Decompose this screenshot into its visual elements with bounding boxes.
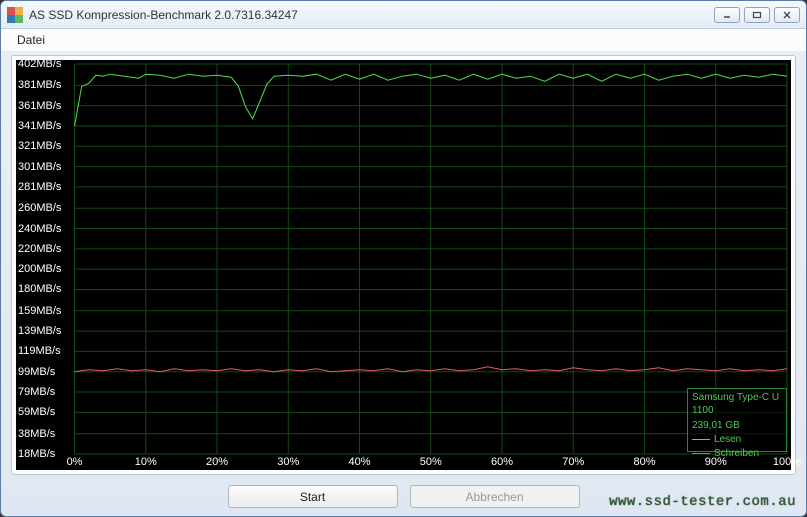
- chart-frame: 402MB/s 381MB/s 361MB/s 341MB/s 321MB/s 301MB…: [11, 55, 796, 475]
- window-title: AS SSD Kompression-Benchmark 2.0.7316.34…: [29, 8, 714, 22]
- y-tick-label: 119MB/s: [18, 345, 61, 357]
- legend-write-line: [692, 453, 710, 454]
- titlebar[interactable]: AS SSD Kompression-Benchmark 2.0.7316.34…: [1, 1, 806, 29]
- minimize-icon: [722, 11, 732, 19]
- y-tick-label: 321MB/s: [18, 140, 61, 152]
- y-tick-label: 281MB/s: [18, 181, 61, 193]
- menubar: Datei: [1, 29, 806, 51]
- y-tick-label: 301MB/s: [18, 161, 61, 173]
- legend-read-line: [692, 439, 710, 440]
- legend-write-label: Schreiben: [714, 447, 759, 460]
- y-tick-label: 240MB/s: [18, 223, 61, 235]
- x-tick-label: 60%: [491, 456, 513, 468]
- x-tick-label: 50%: [420, 456, 442, 468]
- legend: Samsung Type-C U 1100 239,01 GB Lesen Sc…: [687, 388, 787, 452]
- legend-capacity: 239,01 GB: [692, 419, 782, 432]
- cancel-button: Abbrechen: [410, 485, 580, 508]
- y-tick-label: 200MB/s: [18, 263, 61, 275]
- app-icon: [7, 7, 23, 23]
- y-tick-label: 260MB/s: [18, 202, 61, 214]
- window-controls: [714, 7, 800, 23]
- y-tick-label: 361MB/s: [18, 100, 61, 112]
- close-button[interactable]: [774, 7, 800, 23]
- y-tick-label: 381MB/s: [18, 79, 61, 91]
- legend-device: Samsung Type-C U: [692, 391, 782, 404]
- chart-area: 402MB/s 381MB/s 361MB/s 341MB/s 321MB/s 301MB…: [16, 60, 791, 470]
- legend-device2: 1100: [692, 404, 782, 417]
- maximize-button[interactable]: [744, 7, 770, 23]
- x-tick-label: 80%: [633, 456, 655, 468]
- x-tick-label: 10%: [135, 456, 157, 468]
- y-tick-label: 159MB/s: [18, 305, 61, 317]
- chart-svg: [16, 60, 791, 470]
- y-tick-label: 18MB/s: [18, 448, 55, 460]
- close-icon: [782, 11, 792, 19]
- y-tick-label: 220MB/s: [18, 243, 61, 255]
- minimize-button[interactable]: [714, 7, 740, 23]
- x-tick-label: 70%: [562, 456, 584, 468]
- y-tick-label: 180MB/s: [18, 283, 61, 295]
- start-button[interactable]: Start: [228, 485, 398, 508]
- maximize-icon: [752, 11, 762, 19]
- x-tick-label: 40%: [348, 456, 370, 468]
- y-tick-label: 402MB/s: [18, 58, 61, 70]
- y-tick-label: 38MB/s: [18, 428, 55, 440]
- y-tick-label: 59MB/s: [18, 406, 55, 418]
- menu-datei[interactable]: Datei: [9, 31, 53, 49]
- legend-write: Schreiben: [692, 447, 782, 460]
- app-window: AS SSD Kompression-Benchmark 2.0.7316.34…: [0, 0, 807, 517]
- y-tick-label: 99MB/s: [18, 366, 55, 378]
- x-tick-label: 20%: [206, 456, 228, 468]
- legend-read: Lesen: [692, 433, 782, 446]
- legend-read-label: Lesen: [714, 433, 741, 446]
- x-tick-label: 30%: [277, 456, 299, 468]
- y-tick-label: 341MB/s: [18, 120, 61, 132]
- y-tick-label: 139MB/s: [18, 325, 61, 337]
- y-tick-label: 79MB/s: [18, 386, 55, 398]
- watermark: www.ssd-tester.com.au: [609, 494, 796, 510]
- x-tick-label: 0%: [67, 456, 83, 468]
